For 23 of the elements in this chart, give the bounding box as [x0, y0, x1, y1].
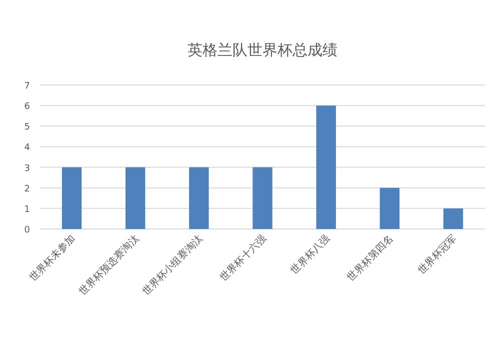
- y-tick-label: 3: [24, 164, 30, 174]
- bar: [126, 167, 146, 229]
- bar: [443, 208, 464, 229]
- bar: [62, 167, 82, 229]
- x-tick-label: 世界杯八强: [288, 232, 332, 276]
- x-tick-label: 世界杯十六强: [218, 232, 269, 284]
- chart-title: 英格兰队世界杯总成绩: [188, 41, 338, 59]
- x-tick-label: 世界杯冠军: [415, 232, 460, 276]
- x-tick-label: 世界杯未参加: [26, 232, 78, 284]
- x-tick-label: 世界杯小组赛淘汰: [140, 232, 206, 298]
- y-tick-label: 0: [24, 226, 30, 236]
- y-tick-label: 7: [24, 82, 30, 92]
- y-tick-label: 4: [24, 143, 30, 154]
- y-tick-label: 2: [24, 184, 30, 194]
- bar: [252, 167, 272, 229]
- bar: [189, 167, 209, 229]
- y-tick-label: 5: [24, 122, 30, 133]
- y-tick-label: 6: [24, 102, 30, 112]
- x-tick-label: 世界杯预选赛淘汰: [76, 232, 142, 298]
- y-tick-label: 1: [24, 204, 30, 215]
- x-tick-label: 世界杯第四名: [344, 232, 396, 284]
- bar: [316, 106, 336, 229]
- bar: [380, 188, 400, 229]
